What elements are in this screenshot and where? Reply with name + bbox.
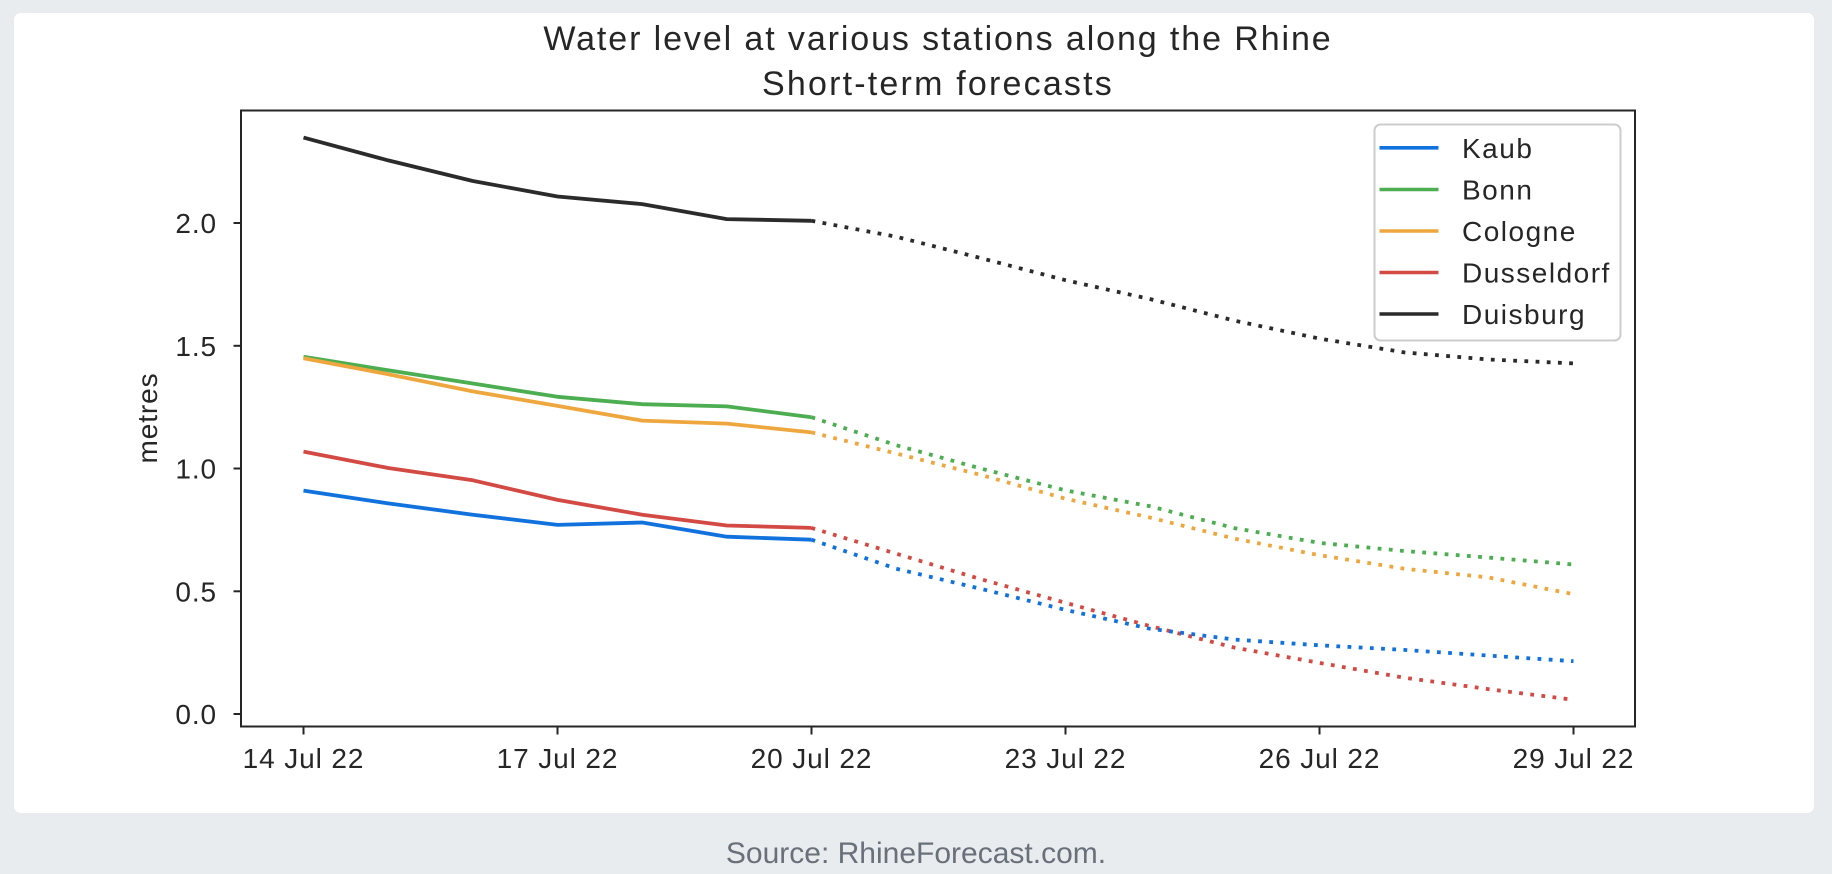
svg-text:1.0: 1.0 — [175, 454, 217, 485]
svg-text:Kaub: Kaub — [1462, 133, 1533, 164]
svg-text:29 Jul 22: 29 Jul 22 — [1513, 743, 1635, 774]
svg-text:Cologne: Cologne — [1462, 216, 1577, 247]
svg-text:20 Jul 22: 20 Jul 22 — [751, 743, 873, 774]
svg-text:0.5: 0.5 — [175, 576, 217, 607]
svg-text:metres: metres — [132, 373, 163, 464]
svg-text:0.0: 0.0 — [175, 699, 217, 730]
svg-text:Bonn: Bonn — [1462, 175, 1533, 206]
svg-text:26 Jul 22: 26 Jul 22 — [1259, 743, 1381, 774]
svg-text:Water level at various station: Water level at various stations along th… — [543, 20, 1332, 58]
svg-text:Duisburg: Duisburg — [1462, 299, 1586, 330]
svg-text:2.0: 2.0 — [175, 208, 217, 239]
svg-text:17 Jul 22: 17 Jul 22 — [497, 743, 619, 774]
svg-text:Short-term forecasts: Short-term forecasts — [762, 65, 1114, 103]
svg-text:1.5: 1.5 — [175, 331, 217, 362]
svg-text:Dusseldorf: Dusseldorf — [1462, 258, 1611, 289]
svg-text:23 Jul 22: 23 Jul 22 — [1005, 743, 1127, 774]
svg-text:14 Jul 22: 14 Jul 22 — [243, 743, 365, 774]
